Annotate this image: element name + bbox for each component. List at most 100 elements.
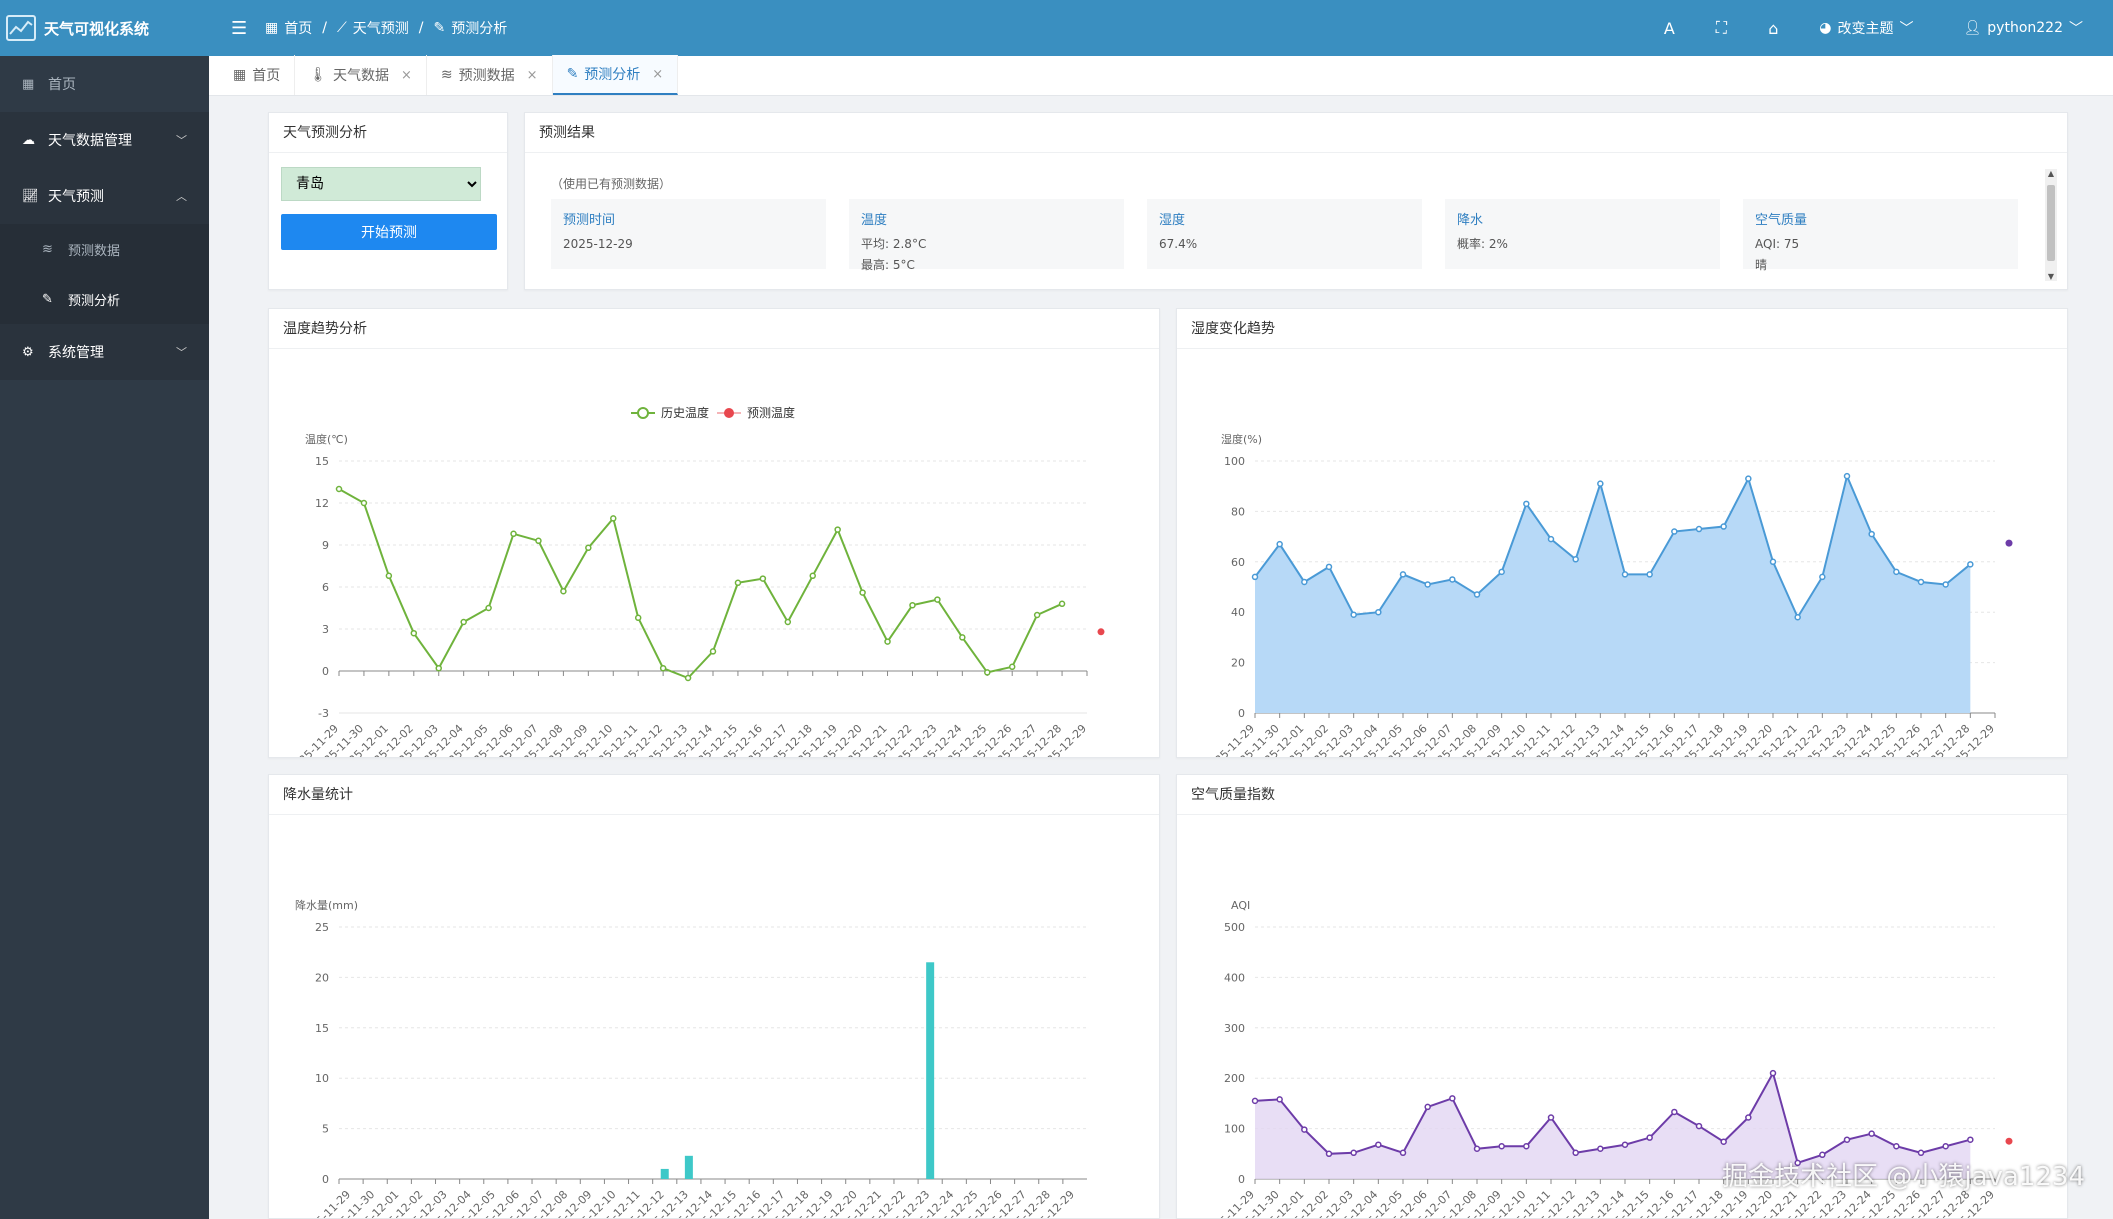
- result-item-title: 温度: [861, 213, 888, 228]
- top-header: ☰ ▦ 首页 / ⟋ 天气预测 / ✎ 预测分析 A ⛶ ⌂ ◕ 改变主题 ﹀ …: [209, 0, 2113, 56]
- city-select[interactable]: 青岛: [281, 167, 481, 201]
- result-scrollbar[interactable]: ▲ ▼: [2045, 169, 2057, 281]
- data-point: [1547, 1114, 1555, 1121]
- cloud-icon: ☁: [22, 132, 35, 148]
- data-point: [460, 618, 467, 626]
- close-icon[interactable]: ×: [401, 67, 412, 83]
- data-point: [1621, 571, 1629, 578]
- sidebar-item-forecast[interactable]: 📈︎ 天气预测 ︿: [0, 168, 209, 224]
- pencil-icon: ✎: [433, 20, 446, 36]
- scroll-down-icon[interactable]: ▼: [2047, 272, 2055, 281]
- close-icon[interactable]: ×: [652, 66, 664, 82]
- data-point: [634, 614, 642, 622]
- data-point: [909, 601, 916, 609]
- forecast-panel-title: 天气预测分析: [269, 113, 507, 153]
- data-point: [1375, 608, 1382, 616]
- menu-toggle-icon[interactable]: ☰: [231, 17, 248, 39]
- data-point: [485, 604, 492, 612]
- app-logo[interactable]: 天气可视化系统: [0, 0, 209, 56]
- data-point: [1473, 591, 1481, 598]
- chart-logo-icon: [6, 15, 36, 41]
- data-point: [659, 664, 667, 672]
- start-forecast-button[interactable]: 开始预测: [281, 214, 497, 250]
- y-tick-label: 500: [1224, 921, 1245, 934]
- result-item-title: 预测时间: [563, 213, 616, 228]
- user-menu[interactable]: 👤︎ python222 ﹀: [1964, 18, 2083, 38]
- y-tick-label: 9: [322, 539, 329, 552]
- result-item-time: 预测时间 2025-12-29: [551, 199, 826, 269]
- tab-home[interactable]: ▦ 首页: [219, 55, 296, 95]
- data-point: [1794, 1159, 1801, 1167]
- data-point: [1301, 578, 1308, 586]
- data-point: [1597, 1145, 1604, 1153]
- chevron-down-icon: ﹀: [176, 346, 187, 359]
- fullscreen-icon[interactable]: ⛶: [1715, 18, 1727, 37]
- result-item-line: 概率: 2%: [1457, 237, 1508, 251]
- data-point: [1695, 1122, 1703, 1130]
- forecast-point: [1097, 628, 1105, 636]
- breadcrumb-home[interactable]: 首页: [284, 21, 313, 37]
- data-point: [1498, 568, 1505, 576]
- sidebar-item-home[interactable]: ▦ 首页: [0, 56, 209, 112]
- data-point: [435, 664, 442, 672]
- result-item-line: 最高: 5°C: [861, 258, 915, 272]
- data-point: [610, 515, 617, 522]
- forecast-point: [2005, 1137, 2013, 1145]
- data-point: [1523, 1142, 1530, 1150]
- data-point: [510, 530, 517, 538]
- chevron-down-icon: ﹀: [1899, 21, 1914, 37]
- y-tick-label: 5: [322, 1123, 329, 1136]
- sidebar-item-forecast-data[interactable]: ≋ 预测数据: [0, 224, 209, 274]
- data-point: [1251, 573, 1259, 581]
- sidebar-item-weather-data[interactable]: ☁ 天气数据管理 ﹀: [0, 112, 209, 168]
- sidebar-item-forecast-analysis[interactable]: ✎ 预测分析: [0, 274, 209, 324]
- data-point: [1424, 1103, 1431, 1111]
- data-point: [1671, 1108, 1678, 1116]
- scroll-up-icon[interactable]: ▲: [2047, 169, 2055, 178]
- close-icon[interactable]: ×: [526, 67, 538, 83]
- y-tick-label: 20: [1231, 657, 1245, 670]
- result-item-line: 2025-12-29: [563, 237, 633, 251]
- sidebar-item-label: 系统管理: [48, 345, 104, 361]
- theme-switcher[interactable]: ◕ 改变主题 ﹀: [1819, 18, 1913, 38]
- humidity-chart-card: 湿度变化趋势 湿度(%) 0 20 40 60 80 100 2025-11-29 2025-1…: [1176, 308, 2068, 776]
- data-point: [1745, 1114, 1752, 1121]
- tab-forecast-data[interactable]: ≋ 预测数据 ×: [427, 55, 553, 95]
- y-tick-label: 0: [322, 665, 329, 678]
- forecast-panel: 天气预测分析 青岛 开始预测: [268, 112, 508, 290]
- temperature-chart: 温度(℃)-3036912152025-11-292025-11-302025-…: [287, 405, 1105, 776]
- result-item-title: 空气质量: [1755, 213, 1808, 228]
- breadcrumb-forecast[interactable]: 天气预测: [352, 21, 409, 37]
- sidebar-item-system[interactable]: ⚙ 系统管理 ﹀: [0, 324, 209, 380]
- area-fill: [1255, 476, 1971, 713]
- grid-icon: ▦: [22, 76, 35, 92]
- y-axis-label: 降水量(mm): [295, 898, 358, 912]
- font-size-icon[interactable]: A: [1663, 18, 1675, 38]
- y-tick-label: 0: [1238, 1173, 1245, 1186]
- user-icon: 👤︎: [1963, 20, 1982, 36]
- database-icon: ≋: [440, 67, 453, 83]
- y-tick-label: -3: [318, 707, 329, 720]
- database-icon: ≋: [42, 241, 53, 257]
- data-point: [1819, 573, 1826, 581]
- data-point: [1033, 611, 1041, 619]
- data-point: [1424, 581, 1431, 588]
- data-point: [1769, 1069, 1777, 1077]
- bar: [926, 962, 935, 1179]
- home-icon[interactable]: ⌂: [1768, 18, 1779, 38]
- data-point: [1498, 1142, 1505, 1150]
- data-point: [1868, 530, 1875, 538]
- data-point: [959, 634, 966, 641]
- data-point: [834, 526, 841, 533]
- tab-weather-data[interactable]: 🌡︎ 天气数据 ×: [295, 55, 427, 95]
- data-point: [1646, 1134, 1653, 1141]
- scroll-thumb[interactable]: [2047, 185, 2055, 261]
- tab-bar: ▦ 首页 🌡︎ 天气数据 × ≋ 预测数据 × ✎ 预测分析 ×: [209, 55, 2113, 96]
- data-point: [934, 596, 941, 603]
- data-point: [1251, 1097, 1259, 1105]
- legend-label-history: 历史温度: [661, 405, 709, 420]
- data-point: [1720, 1138, 1727, 1145]
- tab-forecast-analysis[interactable]: ✎ 预测分析 ×: [552, 55, 679, 95]
- data-point: [585, 544, 592, 552]
- result-note: （使用已有预测数据）: [551, 177, 672, 191]
